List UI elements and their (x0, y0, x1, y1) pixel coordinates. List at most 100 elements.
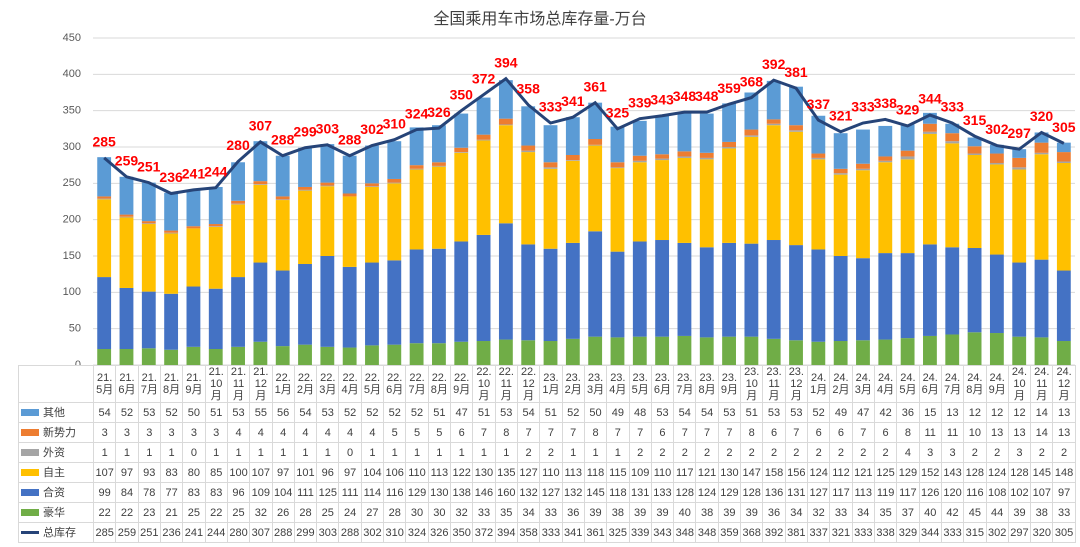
table-cell: 329 (896, 522, 920, 543)
table-cell: 117 (829, 482, 853, 503)
bar-segment (900, 156, 915, 160)
table-cell: 13 (1052, 402, 1076, 423)
legend-label: 合资 (43, 486, 65, 499)
table-cell: 53 (316, 402, 340, 423)
bar-segment (164, 293, 179, 350)
x-tick-label: 22.11月 (494, 365, 518, 403)
table-cell: 107 (1030, 482, 1054, 503)
bar-segment (699, 337, 714, 365)
bar-segment (833, 173, 848, 175)
table-cell: 12 (985, 402, 1009, 423)
table-cell: 288 (271, 522, 295, 543)
x-tick-label: 21.10月 (204, 365, 228, 403)
table-cell: 7 (717, 422, 742, 443)
table-cell: 37 (896, 502, 920, 523)
table-cell: 28 (293, 502, 318, 523)
bar-segment (923, 335, 937, 365)
bar-segment (565, 160, 580, 161)
bar-segment (699, 152, 714, 158)
table-cell: 52 (806, 402, 831, 423)
bar-segment (365, 345, 379, 365)
bar-segment (97, 196, 112, 199)
table-cell: 288 (338, 522, 362, 543)
bar-segment (164, 233, 179, 294)
bar-segment (811, 153, 826, 158)
table-cell: 152 (918, 462, 942, 483)
bar-segment (141, 223, 156, 225)
bar-segment (900, 150, 915, 157)
bar-segment (164, 232, 179, 234)
bar-segment (186, 228, 201, 287)
data-label: 303 (316, 121, 340, 137)
data-label: 259 (115, 152, 139, 168)
table-cell: 53 (762, 402, 786, 423)
bar-segment (632, 241, 647, 337)
bar-segment (878, 162, 893, 254)
table-cell: 119 (873, 482, 898, 503)
bar-segment (97, 198, 112, 200)
x-tick-label: 21.12月 (249, 365, 273, 403)
table-cell: 55 (249, 402, 273, 423)
bar-segment (454, 152, 469, 242)
x-tick-label: 24.9月 (985, 365, 1009, 403)
table-cell: 251 (137, 522, 161, 543)
bar-segment (521, 106, 536, 146)
data-label: 302 (985, 121, 1009, 137)
bar-segment (1056, 341, 1071, 365)
table-cell: 1 (92, 442, 117, 463)
x-tick-label: 24.11月 (1030, 365, 1054, 403)
table-cell: 52 (360, 402, 385, 423)
table-cell: 109 (249, 482, 273, 503)
table-cell: 30 (427, 502, 452, 523)
table-cell: 85 (204, 462, 228, 483)
table-row: 自主 107 97 93 83 80 85 100 107 97 101 96 97 104 106 110 1… (18, 462, 1076, 483)
table-cell: 145 (1030, 462, 1054, 483)
bar-segment (164, 230, 179, 233)
table-cell: 113 (561, 462, 585, 483)
bar-segment (253, 141, 268, 182)
bar-segment (231, 346, 245, 365)
table-cell: 38 (606, 502, 630, 523)
table-cell: 131 (628, 482, 652, 503)
x-tick-label: 24.8月 (963, 365, 987, 403)
table-cell: 40 (673, 502, 697, 523)
table-cell: 128 (1007, 462, 1032, 483)
bar-segment (699, 159, 714, 248)
bar-segment (253, 262, 268, 342)
table-cell: 7 (539, 422, 563, 443)
x-tick-label: 24.1月 (806, 365, 831, 403)
bar-segment (856, 129, 870, 164)
table-cell: 3 (92, 422, 117, 443)
bar-segment (1056, 142, 1071, 153)
bar-segment (365, 186, 379, 263)
bar-segment (141, 221, 156, 224)
y-tick-label: 150 (63, 250, 81, 262)
x-tick-label: 24.7月 (940, 365, 965, 403)
table-cell: 337 (806, 522, 831, 543)
table-cell: 6 (873, 422, 898, 443)
bar-segment (498, 80, 513, 119)
bar-segment (231, 204, 245, 278)
x-tick-label: 24.12月 (1052, 365, 1076, 403)
legend-entry: 其他 (18, 402, 94, 423)
table-cell: 33 (1052, 502, 1076, 523)
table-cell: 51 (740, 402, 764, 423)
table-cell: 113 (851, 482, 875, 503)
table-cell: 96 (226, 482, 251, 503)
table-cell: 4 (293, 422, 318, 443)
bar-segment (967, 137, 982, 147)
table-cell: 84 (115, 482, 139, 503)
table-cell: 7 (851, 422, 875, 443)
legend-entry: 外资 (18, 442, 94, 463)
bar-segment (119, 349, 134, 365)
data-label: 333 (539, 99, 563, 115)
x-tick-label: 22.8月 (427, 365, 452, 403)
bar-segment (923, 244, 937, 336)
x-tick-label: 24.2月 (829, 365, 853, 403)
table-cell: 2 (806, 442, 831, 463)
table-cell: 129 (405, 482, 429, 503)
bar-segment (766, 123, 781, 126)
bar-segment (588, 144, 603, 146)
bar-segment (342, 193, 357, 197)
table-cell: 7 (561, 422, 585, 443)
